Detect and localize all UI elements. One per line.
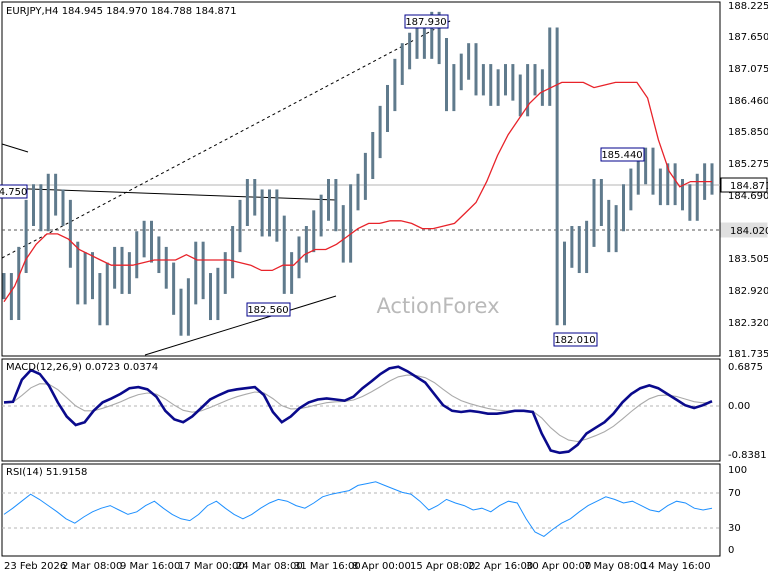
svg-text:184.871: 184.871 <box>730 181 768 192</box>
time-tick: 15 Apr 08:00 <box>410 561 475 572</box>
watermark: ActionForex <box>376 294 499 318</box>
time-tick: 22 Apr 16:00 <box>468 561 533 572</box>
time-tick: 14 May 16:00 <box>642 561 711 572</box>
rsi-axis: 100 70 30 0 <box>728 465 747 556</box>
price-tick: 182.320 <box>728 318 768 329</box>
rsi-tick: 0 <box>728 545 734 556</box>
time-tick: 24 Mar 08:00 <box>236 561 303 572</box>
annotation-187930: 187.930 <box>404 14 449 29</box>
lower-channel-trendline <box>144 295 337 356</box>
macd-tick: -0.8381 <box>728 450 767 461</box>
price-tick: 185.850 <box>728 127 768 138</box>
price-tick: 183.505 <box>728 254 768 265</box>
price-panel-frame <box>1 1 721 357</box>
macd-axis: 0.6875 0.00 -0.8381 <box>728 362 767 461</box>
time-tick: 9 Mar 16:00 <box>120 561 180 572</box>
time-tick: 7 May 08:00 <box>584 561 646 572</box>
annotation-4750: 4.750 <box>0 184 28 199</box>
svg-text:185.440: 185.440 <box>601 150 642 161</box>
rsi-line <box>3 481 713 537</box>
rsi-header: RSI(14) 51.9158 <box>6 467 87 478</box>
rsi-tick: 70 <box>728 488 741 499</box>
support-price-tag: 184.020 <box>720 222 768 238</box>
macd-tick: 0.00 <box>728 401 750 412</box>
macd-panel-frame <box>1 358 721 462</box>
upper-channel-trendline <box>1 187 337 201</box>
price-bars <box>2 11 714 336</box>
svg-text:4.750: 4.750 <box>0 187 27 198</box>
price-tick: 186.460 <box>728 96 768 107</box>
current-price-tag: 184.871 <box>720 177 768 193</box>
price-tick: 187.650 <box>728 32 768 43</box>
moving-average-line <box>3 81 712 303</box>
annotation-182560: 182.560 <box>246 302 291 317</box>
time-tick: 30 Apr 00:00 <box>526 561 591 572</box>
price-tick: 188.225 <box>728 1 768 12</box>
annotation-182010: 182.010 <box>553 332 598 347</box>
time-tick: 23 Feb 2026 <box>4 561 66 572</box>
svg-text:184.020: 184.020 <box>730 226 768 237</box>
price-tick: 185.275 <box>728 159 768 170</box>
svg-text:182.560: 182.560 <box>247 305 288 316</box>
symbol-header: EURJPY,H4 184.945 184.970 184.788 184.87… <box>6 6 237 17</box>
rsi-tick: 30 <box>728 523 741 534</box>
price-axis: 188.225 187.650 187.075 186.460 185.850 … <box>728 1 768 360</box>
short-trendline <box>1 143 29 153</box>
price-tick: 187.075 <box>728 64 768 75</box>
time-tick: 2 Mar 08:00 <box>62 561 122 572</box>
price-tick: 182.920 <box>728 286 768 297</box>
time-tick: 17 Mar 00:00 <box>178 561 245 572</box>
svg-text:182.010: 182.010 <box>554 335 595 346</box>
price-tick: 184.690 <box>728 191 768 202</box>
macd-signal-line <box>3 374 713 443</box>
dashed-trendline <box>1 19 453 259</box>
macd-line <box>3 365 713 455</box>
rsi-tick: 100 <box>728 465 747 476</box>
time-tick: 8 Apr 00:00 <box>352 561 411 572</box>
time-tick: 31 Mar 16:00 <box>294 561 361 572</box>
price-tick: 181.735 <box>728 349 768 360</box>
rsi-panel-frame <box>1 463 721 557</box>
macd-tick: 0.6875 <box>728 362 763 373</box>
svg-text:187.930: 187.930 <box>405 17 446 28</box>
macd-header: MACD(12,26,9) 0.0723 0.0374 <box>6 362 158 373</box>
annotation-185440: 185.440 <box>600 147 645 162</box>
